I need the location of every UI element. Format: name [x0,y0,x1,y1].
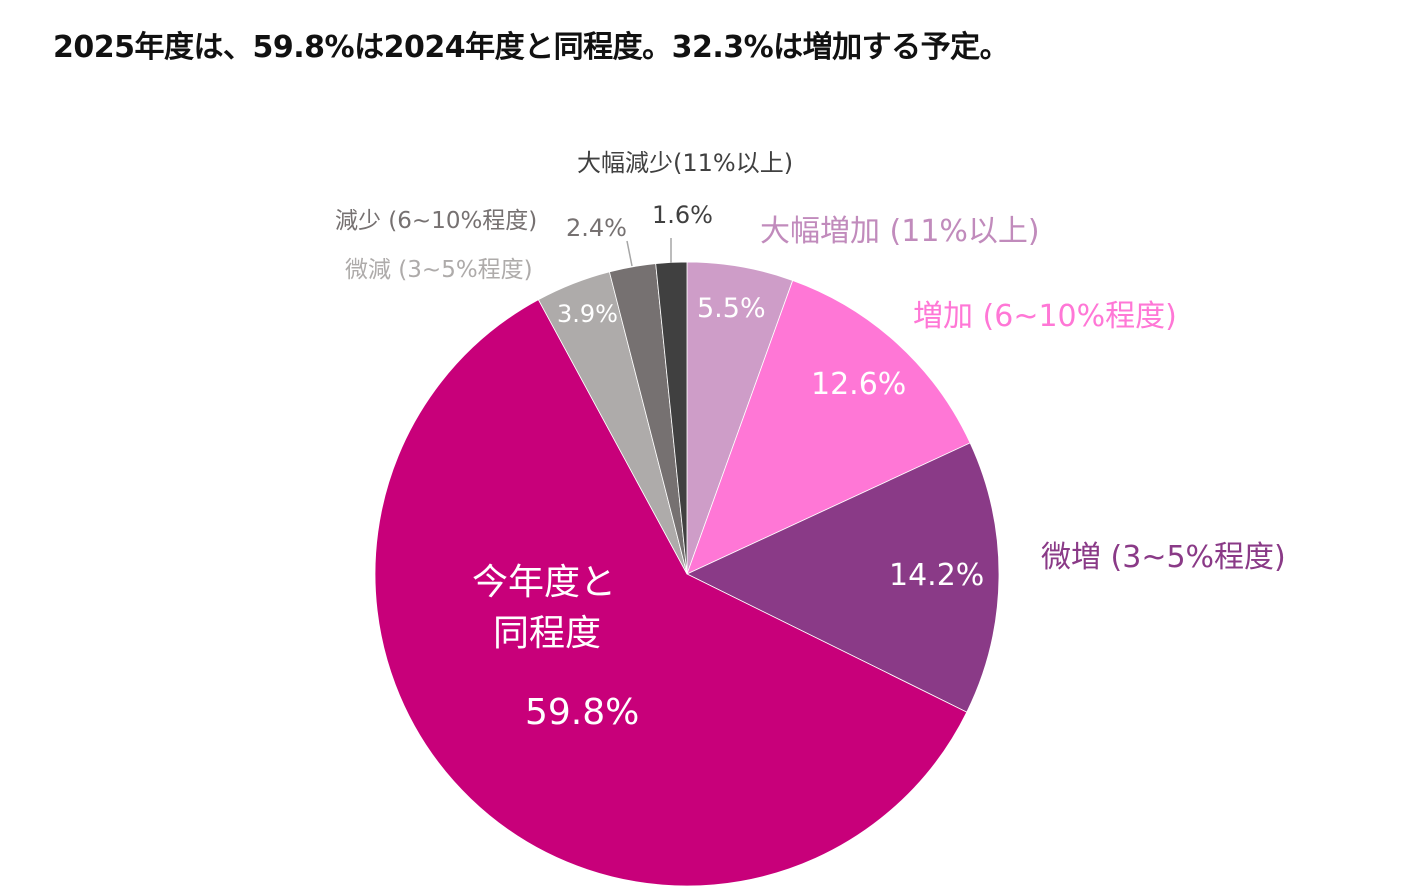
pie-slice [686,279,971,575]
leader-line-decrease [626,240,633,267]
pie-slice [374,299,968,887]
label-slight-decrease: 微減 (3~5%程度) [345,257,533,283]
label-big-increase: 大幅増加 (11%以上) [760,214,1040,249]
label-same-line2: 同程度 [493,613,602,654]
pie-slice [686,442,1000,713]
value-same: 59.8% [525,692,640,733]
value-slight-increase: 14.2% [889,558,985,593]
chart-title: 2025年度は、59.8%は2024年度と同程度。32.3%は増加する予定。 [53,30,1010,65]
label-increase: 増加 (6~10%程度) [913,299,1177,334]
value-increase: 12.6% [811,367,907,402]
value-slight-decrease: 3.9% [557,300,618,328]
value-big-decrease: 1.6% [652,201,713,229]
value-decrease: 2.4% [566,214,627,242]
label-slight-increase: 微増 (3~5%程度) [1041,540,1286,575]
label-big-decrease: 大幅減少(11%以上) [577,149,794,177]
value-big-increase: 5.5% [697,293,766,324]
label-decrease: 減少 (6~10%程度) [335,208,538,234]
pie-slices [374,261,1000,887]
label-same-line1: 今年度と [472,562,617,603]
